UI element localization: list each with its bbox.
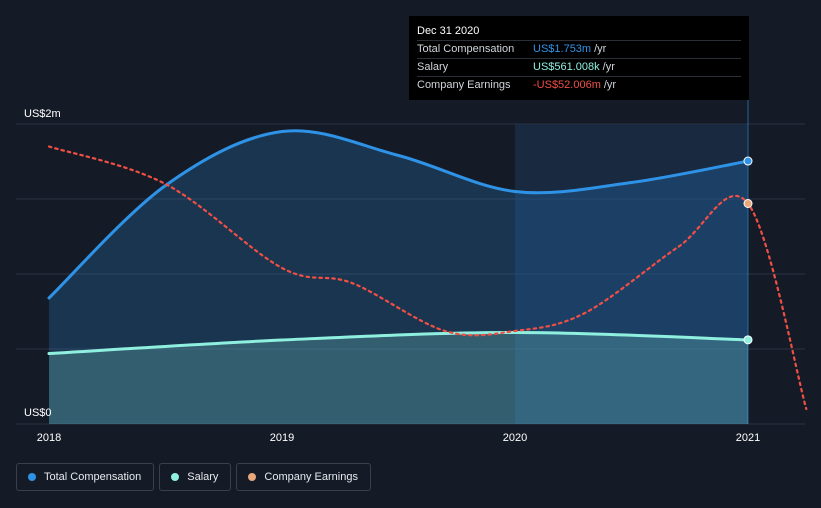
y-tick-label-top: US$2m xyxy=(24,108,61,120)
tooltip-unit: /yr xyxy=(602,61,615,73)
x-tick-label: 2021 xyxy=(736,432,760,444)
tooltip-label: Total Compensation xyxy=(417,43,515,55)
y-tick-label-bottom: US$0 xyxy=(24,407,52,419)
highlight-rect xyxy=(515,124,748,424)
tooltip-row-earnings: Company Earnings -US$52.006m /yr xyxy=(417,76,741,94)
series-markers xyxy=(743,156,753,345)
total-compensation-line xyxy=(47,129,750,300)
tooltip-label: Salary xyxy=(417,61,449,73)
salary-area xyxy=(49,332,748,424)
salary-marker xyxy=(743,335,753,345)
chart-tooltip: Dec 31 2020 Total Compensation US$1.753m… xyxy=(409,16,749,100)
legend-label: Total Compensation xyxy=(44,471,142,483)
total-compensation-area xyxy=(49,130,748,424)
legend-item-company-earnings[interactable]: Company Earnings xyxy=(236,463,371,491)
legend-item-salary[interactable]: Salary xyxy=(159,463,232,491)
legend-label: Salary xyxy=(187,471,219,483)
legend-dot-icon xyxy=(171,473,180,481)
x-tick-label: 2018 xyxy=(37,432,61,444)
chart-legend: Total Compensation Salary Company Earnin… xyxy=(16,463,371,491)
tooltip-row-total: Total Compensation US$1.753m /yr xyxy=(417,40,741,58)
highlight-band xyxy=(515,100,749,424)
tooltip-unit: /yr xyxy=(603,79,617,91)
axis-ticks: US$2m US$0 2018 2019 2020 2021 xyxy=(24,108,760,444)
tooltip-value: US$1.753m xyxy=(533,43,592,55)
company-earnings-marker xyxy=(743,199,753,208)
company-earnings-line xyxy=(47,145,808,411)
legend-dot-icon xyxy=(248,473,257,481)
tooltip-label: Company Earnings xyxy=(417,79,511,91)
tooltip-value: US$561.008k xyxy=(533,61,600,73)
legend-item-total-compensation[interactable]: Total Compensation xyxy=(16,463,155,491)
x-tick-label: 2019 xyxy=(270,432,294,444)
tooltip-row-salary: Salary US$561.008k /yr xyxy=(417,58,741,76)
tooltip-value: -US$52.006m xyxy=(533,79,601,91)
legend-dot-icon xyxy=(28,473,36,481)
legend-label: Company Earnings xyxy=(264,471,358,483)
series-lines xyxy=(47,129,808,411)
salary-line xyxy=(47,330,750,355)
series-areas xyxy=(49,130,748,424)
tooltip-unit: /yr xyxy=(594,43,607,55)
tooltip-date: Dec 31 2020 xyxy=(417,25,480,37)
x-tick-label: 2020 xyxy=(503,432,527,444)
total-compensation-marker xyxy=(743,156,753,166)
